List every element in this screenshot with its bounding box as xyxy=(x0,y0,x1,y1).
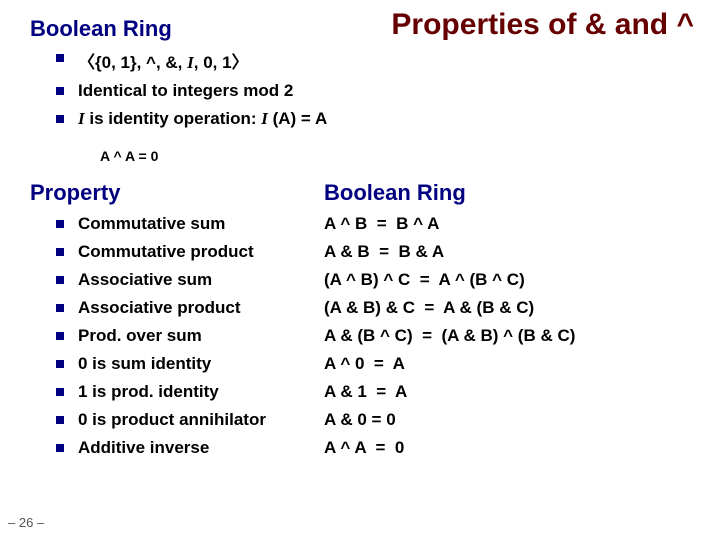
bullet-icon xyxy=(56,444,64,452)
boolean-ring-bullets: 〈{0, 1}, ^, &, I, 0, 1〉 Identical to inte… xyxy=(56,48,327,137)
boolean-ring-subline: A ^ A = 0 xyxy=(100,148,158,164)
table-row: Associative product(A & B) & C = A & (B … xyxy=(56,298,575,318)
property-label: Associative product xyxy=(78,298,324,318)
properties-list: Commutative sumA ^ B = B ^ ACommutative … xyxy=(56,214,575,466)
table-row: 1 is prod. identityA & 1 = A xyxy=(56,382,575,402)
property-expression: A & 0 = 0 xyxy=(324,410,396,430)
section-heading-text: Boolean Ring xyxy=(30,16,172,41)
slide-root: Properties of & and ^ Boolean Ring 〈{0, … xyxy=(0,0,720,540)
property-label: 0 is sum identity xyxy=(78,354,324,374)
page-number-text: – 26 – xyxy=(8,515,44,530)
slide-title-text: Properties of & and ^ xyxy=(391,8,694,41)
bullet-icon xyxy=(56,360,64,368)
property-label: Commutative product xyxy=(78,242,324,262)
list-item: I is identity operation: I (A) = A xyxy=(56,109,327,129)
property-expression: (A & B) & C = A & (B & C) xyxy=(324,298,534,318)
property-label: Prod. over sum xyxy=(78,326,324,346)
property-expression: A ^ A = 0 xyxy=(324,438,404,458)
column-heading-boolean-ring-text: Boolean Ring xyxy=(324,180,466,205)
property-label: 0 is product annihilator xyxy=(78,410,324,430)
property-expression: A & B = B & A xyxy=(324,242,444,262)
bullet-icon xyxy=(56,248,64,256)
bullet-icon xyxy=(56,304,64,312)
table-row: Commutative productA & B = B & A xyxy=(56,242,575,262)
property-label: Associative sum xyxy=(78,270,324,290)
table-row: Associative sum(A ^ B) ^ C = A ^ (B ^ C) xyxy=(56,270,575,290)
section-heading-boolean-ring: Boolean Ring xyxy=(30,16,172,42)
property-label: 1 is prod. identity xyxy=(78,382,324,402)
property-expression: A ^ B = B ^ A xyxy=(324,214,439,234)
list-item-label: Identical to integers mod 2 xyxy=(78,81,293,101)
table-row: 0 is product annihilatorA & 0 = 0 xyxy=(56,410,575,430)
property-expression: A & (B ^ C) = (A & B) ^ (B & C) xyxy=(324,326,575,346)
column-heading-property: Property xyxy=(30,180,120,206)
property-expression: A & 1 = A xyxy=(324,382,407,402)
property-expression: (A ^ B) ^ C = A ^ (B ^ C) xyxy=(324,270,525,290)
property-expression: A ^ 0 = A xyxy=(324,354,405,374)
list-item: 〈{0, 1}, ^, &, I, 0, 1〉 xyxy=(56,48,327,73)
column-heading-property-text: Property xyxy=(30,180,120,205)
table-row: Additive inverseA ^ A = 0 xyxy=(56,438,575,458)
bullet-icon xyxy=(56,115,64,123)
page-number: – 26 – xyxy=(8,515,44,530)
column-heading-boolean-ring: Boolean Ring xyxy=(324,180,466,206)
list-item: Identical to integers mod 2 xyxy=(56,81,327,101)
bullet-icon xyxy=(56,87,64,95)
bullet-icon xyxy=(56,220,64,228)
property-label: Commutative sum xyxy=(78,214,324,234)
bullet-icon xyxy=(56,416,64,424)
property-label: Additive inverse xyxy=(78,438,324,458)
table-row: 0 is sum identityA ^ 0 = A xyxy=(56,354,575,374)
subline-text: A ^ A = 0 xyxy=(100,148,158,164)
bullet-icon xyxy=(56,276,64,284)
bullet-icon xyxy=(56,388,64,396)
slide-title: Properties of & and ^ xyxy=(391,8,694,42)
bullet-icon xyxy=(56,332,64,340)
bullet-icon xyxy=(56,54,64,62)
table-row: Prod. over sumA & (B ^ C) = (A & B) ^ (B… xyxy=(56,326,575,346)
list-item-label: 〈{0, 1}, ^, &, I, 0, 1〉 xyxy=(78,48,249,73)
list-item-label: I is identity operation: I (A) = A xyxy=(78,109,327,129)
table-row: Commutative sumA ^ B = B ^ A xyxy=(56,214,575,234)
